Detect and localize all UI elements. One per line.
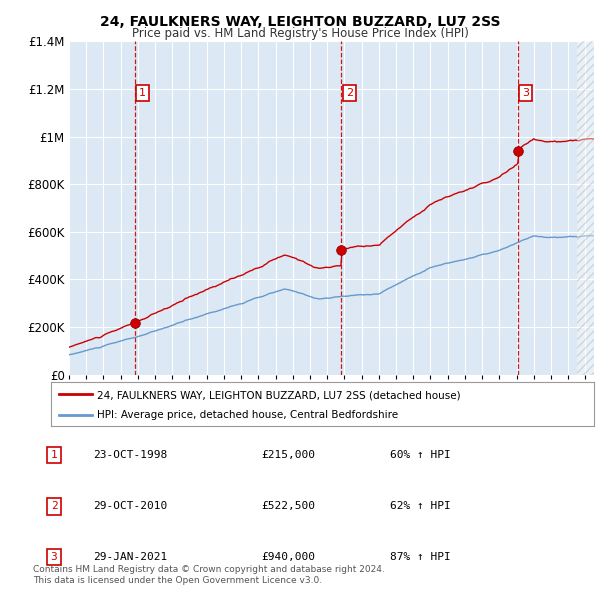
Text: Contains HM Land Registry data © Crown copyright and database right 2024.: Contains HM Land Registry data © Crown c… [33, 565, 385, 574]
Text: 2: 2 [346, 88, 353, 98]
Text: 60% ↑ HPI: 60% ↑ HPI [390, 450, 451, 460]
Text: This data is licensed under the Open Government Licence v3.0.: This data is licensed under the Open Gov… [33, 576, 322, 585]
Text: 29-OCT-2010: 29-OCT-2010 [93, 502, 167, 511]
Bar [577, 41, 600, 375]
Text: £522,500: £522,500 [261, 502, 315, 511]
Text: £215,000: £215,000 [261, 450, 315, 460]
Text: 23-OCT-1998: 23-OCT-1998 [93, 450, 167, 460]
Text: 62% ↑ HPI: 62% ↑ HPI [390, 502, 451, 511]
Text: 87% ↑ HPI: 87% ↑ HPI [390, 552, 451, 562]
Text: 3: 3 [522, 88, 529, 98]
Text: 24, FAULKNERS WAY, LEIGHTON BUZZARD, LU7 2SS: 24, FAULKNERS WAY, LEIGHTON BUZZARD, LU7… [100, 15, 500, 29]
Text: £940,000: £940,000 [261, 552, 315, 562]
Text: 3: 3 [50, 552, 58, 562]
Text: Price paid vs. HM Land Registry's House Price Index (HPI): Price paid vs. HM Land Registry's House … [131, 27, 469, 40]
Text: 1: 1 [50, 450, 58, 460]
Text: 24, FAULKNERS WAY, LEIGHTON BUZZARD, LU7 2SS (detached house): 24, FAULKNERS WAY, LEIGHTON BUZZARD, LU7… [97, 390, 461, 400]
Text: 2: 2 [50, 502, 58, 511]
Text: HPI: Average price, detached house, Central Bedfordshire: HPI: Average price, detached house, Cent… [97, 410, 398, 420]
Text: 1: 1 [139, 88, 146, 98]
Text: 29-JAN-2021: 29-JAN-2021 [93, 552, 167, 562]
